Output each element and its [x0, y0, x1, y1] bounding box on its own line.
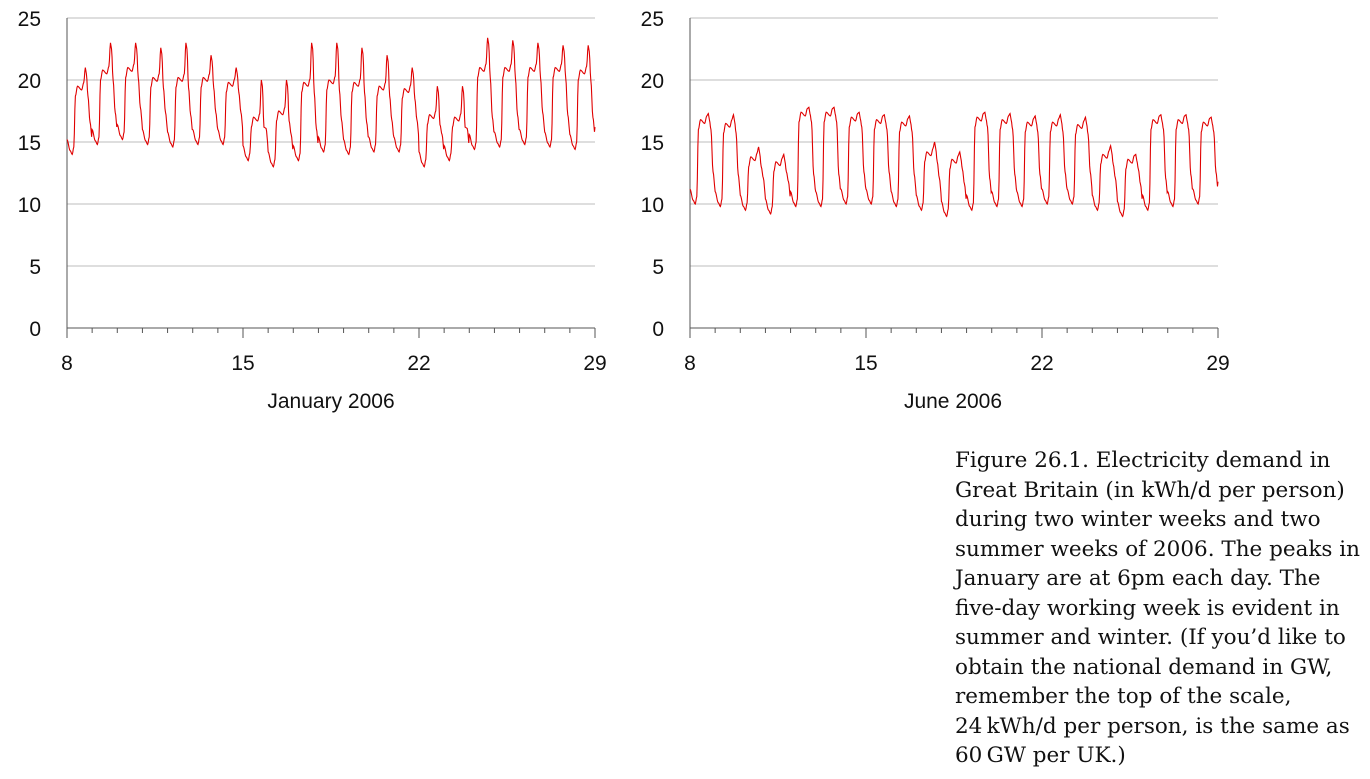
x-axis — [66, 18, 596, 338]
caption-line: Great Britain (in kWh/d per person) — [955, 477, 1345, 503]
x-axis-label: June 2006 — [904, 390, 1002, 413]
caption-line: 60 GW per UK.) — [955, 743, 1126, 768]
x-tick-label: 8 — [684, 352, 696, 375]
x-tick-label: 8 — [61, 352, 73, 375]
demand-series-line — [66, 37, 596, 168]
caption-line: obtain the national demand in GW, — [955, 654, 1333, 680]
y-tick-label: 10 — [641, 194, 664, 217]
caption-line: summer weeks of 2006. The peaks in — [955, 536, 1361, 562]
caption-line: January are at 6pm each day. The — [955, 566, 1321, 591]
x-axis-label: January 2006 — [267, 390, 394, 413]
x-tick-labels: 8 15 22 29 — [684, 352, 1230, 375]
chart-january: 0 5 10 15 20 25 8 15 22 29 January 2006 — [18, 8, 607, 413]
y-tick-label: 0 — [652, 318, 664, 341]
x-tick-labels: 8 15 22 29 — [61, 352, 607, 375]
x-axis — [689, 18, 1219, 338]
y-tick-label: 15 — [641, 132, 664, 155]
y-tick-labels: 0 5 10 15 20 25 — [18, 8, 41, 341]
x-tick-label: 22 — [1030, 352, 1053, 375]
y-tick-label: 10 — [18, 194, 41, 217]
caption-line: 24 kWh/d per person, is the same as — [955, 713, 1350, 739]
demand-series-line — [689, 106, 1219, 218]
figure-canvas: 0 5 10 15 20 25 8 15 22 29 January 2006 0 5 10 15 20… — [18, 8, 1230, 413]
x-tick-label: 15 — [231, 352, 254, 375]
gridlines — [690, 17, 1218, 329]
y-tick-label: 20 — [18, 70, 41, 93]
x-tick-label: 15 — [854, 352, 877, 375]
figure-caption: Figure 26.1. Electricity demand in Great… — [955, 446, 1365, 771]
caption-line: remember the top of the scale, — [955, 684, 1292, 709]
caption-line: Figure 26.1. Electricity demand in — [955, 448, 1331, 473]
caption-line: summer and winter. (If you’d like to — [955, 625, 1346, 650]
y-tick-label: 15 — [18, 132, 41, 155]
y-tick-label: 25 — [18, 8, 41, 31]
y-tick-label: 0 — [29, 318, 41, 341]
caption-line: during two winter weeks and two — [955, 507, 1321, 532]
x-tick-label: 22 — [407, 352, 430, 375]
y-tick-label: 25 — [641, 8, 664, 31]
y-tick-label: 20 — [641, 70, 664, 93]
y-tick-label: 5 — [29, 256, 41, 279]
gridlines — [67, 17, 595, 329]
y-tick-labels: 0 5 10 15 20 25 — [641, 8, 664, 341]
caption-line: five-day working week is evident in — [955, 595, 1340, 621]
x-tick-label: 29 — [1206, 352, 1229, 375]
y-tick-label: 5 — [652, 256, 664, 279]
x-tick-label: 29 — [583, 352, 606, 375]
chart-june: 0 5 10 15 20 25 8 15 22 29 June 2006 — [641, 8, 1230, 413]
